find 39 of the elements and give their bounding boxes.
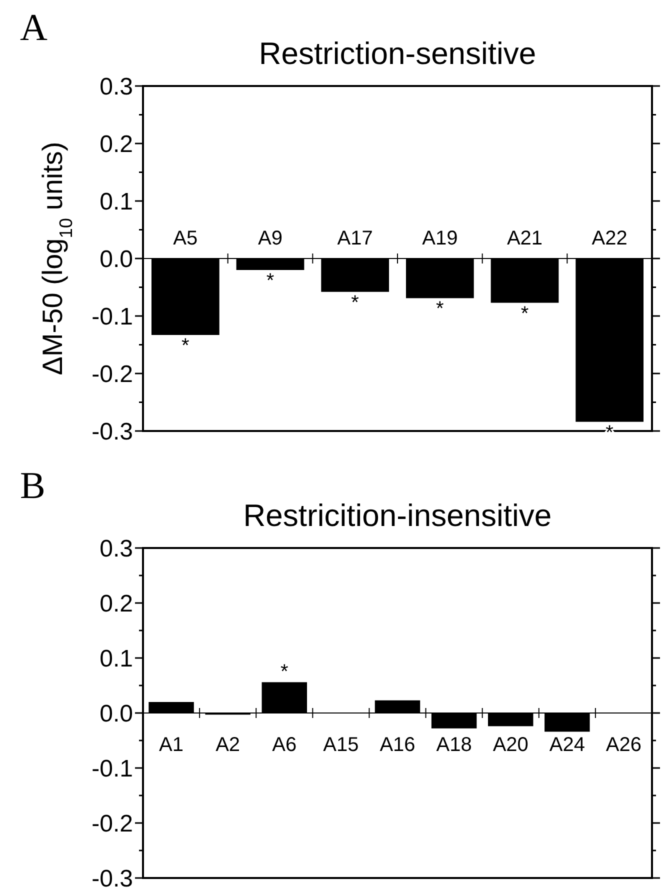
chart-title: Restricition-insensitive [243,498,552,533]
y-tick-label: -0.2 [92,810,133,838]
y-tick-label: 0.0 [100,700,133,728]
x-tick-label: A17 [337,228,373,250]
annotation: * [280,661,288,684]
x-tick-label: A16 [380,734,416,756]
y-tick-label: -0.3 [92,418,133,446]
y-tick-label: 0.3 [100,535,133,562]
annotation: * [436,298,444,320]
text: A [20,7,48,49]
text: B [20,465,46,507]
x-tick-label: A6 [272,734,297,756]
annotation: * [266,270,274,292]
x-tick-label: A5 [173,228,198,250]
x-tick-label: A24 [549,734,585,756]
y-tick-label: -0.1 [92,303,133,330]
y-tick-label: 0.0 [100,246,133,273]
x-tick-label: A18 [436,734,472,756]
annotation: * [182,334,190,357]
y-tick-label: -0.1 [92,755,133,782]
x-tick-label: A21 [506,228,543,250]
y-tick-label: 0.3 [100,73,133,100]
x-tick-label: A2 [216,734,240,756]
annotation: * [520,302,529,325]
annotation: * [351,292,360,314]
x-tick-label: A9 [258,228,282,250]
y-tick-label: 0.1 [100,188,133,216]
y-tick-label: 0.2 [100,590,133,618]
chart-title: Restriction-sensitive [258,36,536,71]
x-tick-label: A15 [323,734,359,756]
x-tick-label: A22 [592,228,628,250]
x-tick-label: A26 [606,734,642,756]
y-tick-label: 0.1 [100,645,133,672]
y-tick-label: -0.3 [92,865,133,892]
y-tick-label: 0.2 [100,130,133,158]
x-tick-label: A1 [159,734,184,756]
y-tick-label: -0.2 [92,360,133,388]
x-tick-label: A19 [422,228,458,250]
x-tick-label: A20 [492,734,528,756]
